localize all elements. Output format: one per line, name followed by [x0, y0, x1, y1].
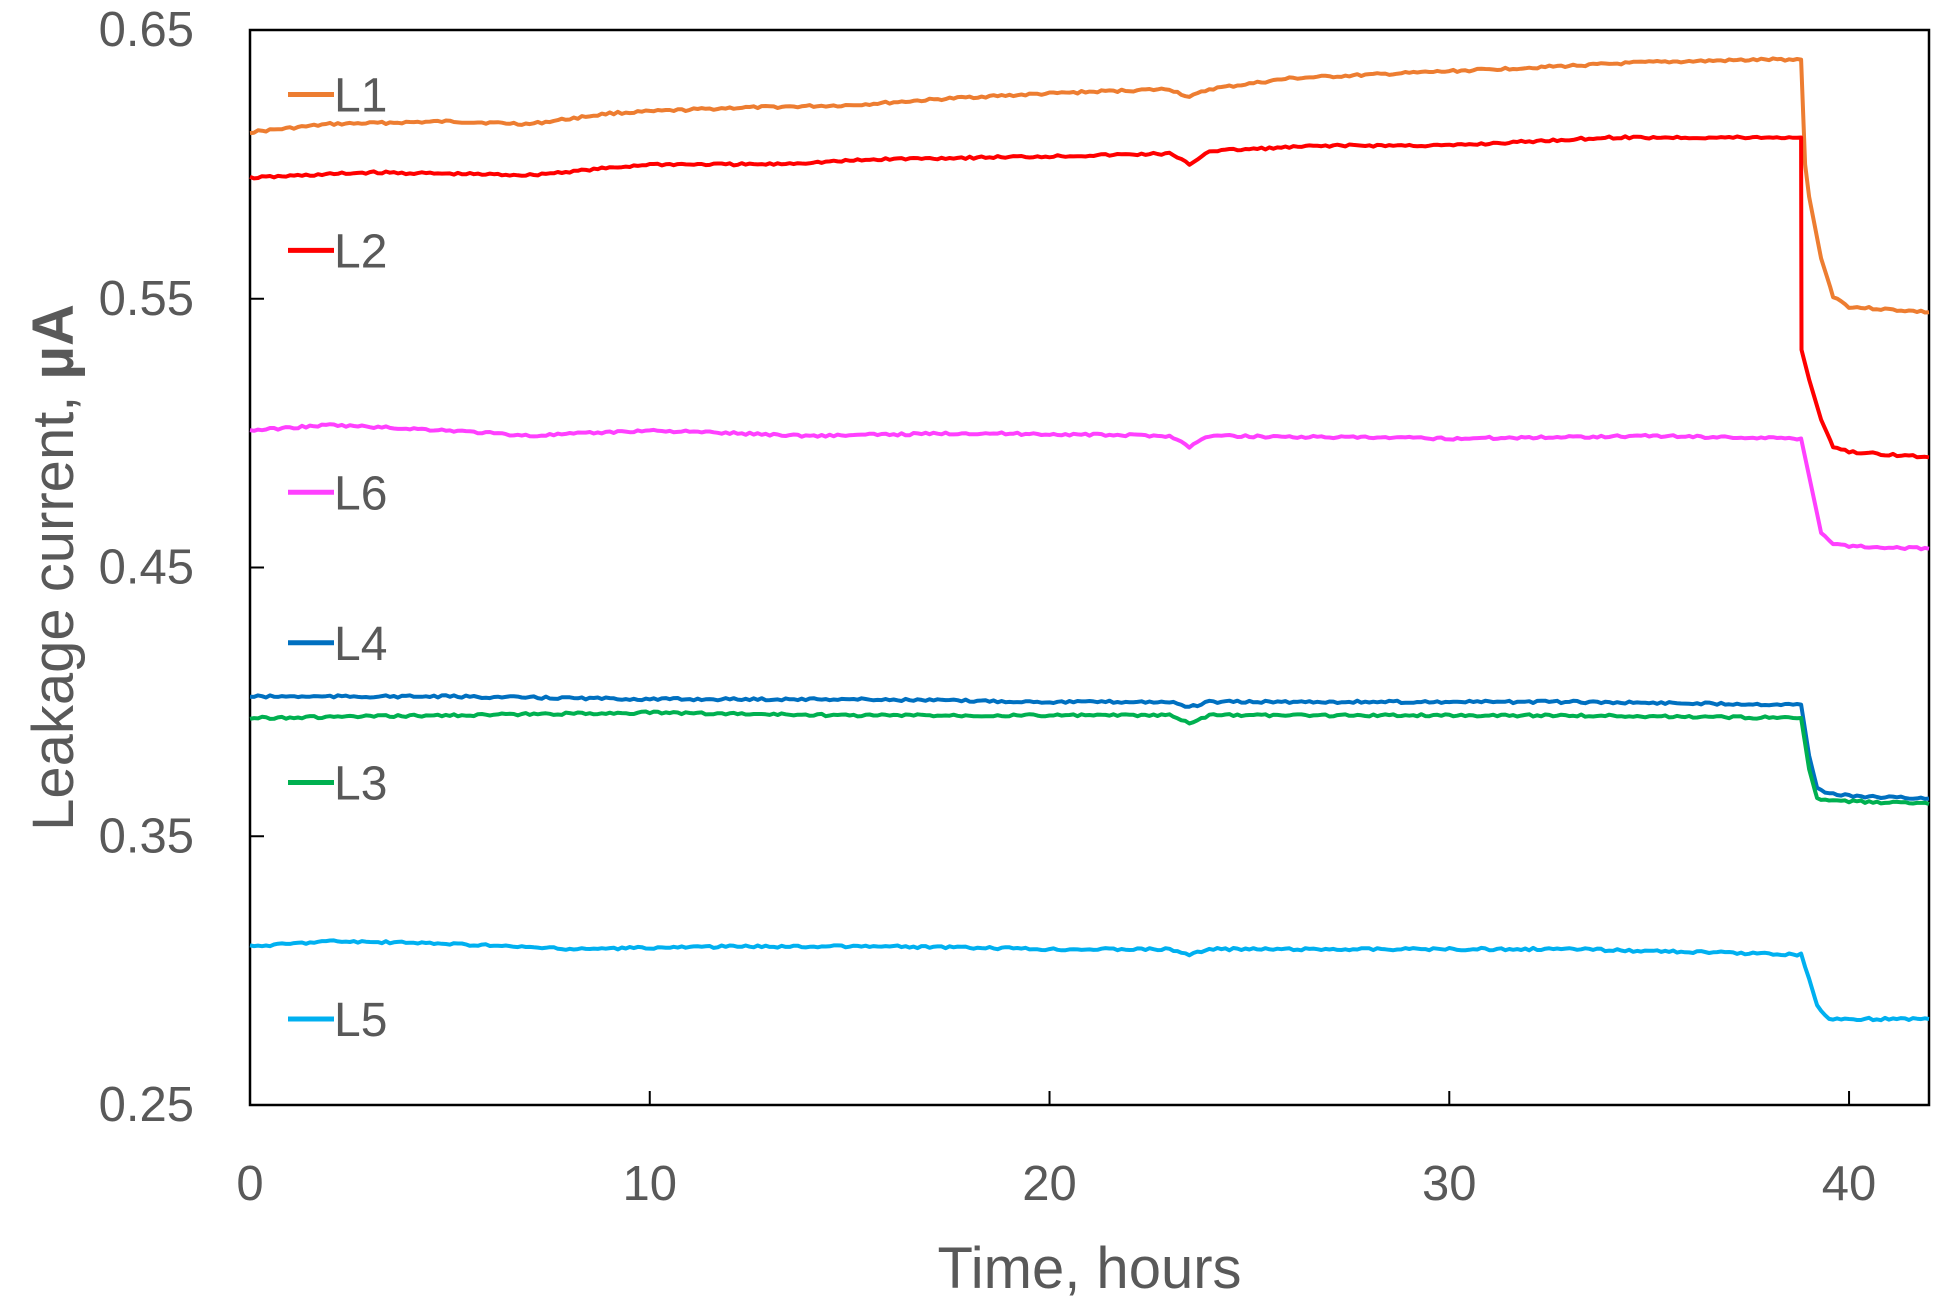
- legend-label-l1: L1: [334, 70, 387, 123]
- y-axis-title-main: Leakage current,: [21, 379, 86, 830]
- x-tick-label: 40: [1822, 1157, 1877, 1211]
- y-tick-label: 0.45: [99, 541, 194, 595]
- legend-label-l4: L4: [334, 618, 387, 671]
- y-tick-label: 0.35: [99, 809, 194, 863]
- y-axis-ticks: 0.25 0.35 0.45 0.55 0.65: [99, 3, 264, 1132]
- y-tick-label: 0.25: [99, 1078, 194, 1132]
- series-line-l4: [249, 693, 1930, 801]
- x-tick-label: 20: [1022, 1157, 1077, 1211]
- x-axis-title: Time, hours: [937, 1236, 1241, 1301]
- series-line-l2: [249, 134, 1930, 460]
- x-tick-label: 0: [236, 1157, 263, 1211]
- plot-area-frame: [248, 28, 1931, 1107]
- legend: L1 L2 L6 L4 L3 L5: [288, 70, 387, 1047]
- y-axis-title: Leakage current, µA: [21, 304, 86, 831]
- x-tick-label: 30: [1422, 1157, 1477, 1211]
- x-axis-ticks: 0 10 20 30 40: [236, 1091, 1876, 1211]
- legend-label-l6: L6: [334, 467, 387, 520]
- legend-label-l2: L2: [334, 225, 387, 278]
- y-axis-title-unit: µA: [21, 304, 86, 379]
- legend-label-l5: L5: [334, 994, 387, 1047]
- series-line-l3: [249, 709, 1930, 806]
- legend-label-l3: L3: [334, 758, 387, 811]
- y-tick-label: 0.65: [99, 3, 194, 57]
- y-tick-label: 0.55: [99, 272, 194, 326]
- series-layer: [249, 56, 1930, 1023]
- series-line-l6: [249, 422, 1930, 552]
- series-line-l1: [249, 56, 1930, 315]
- series-line-l5: [249, 938, 1930, 1023]
- x-tick-label: 10: [623, 1157, 678, 1211]
